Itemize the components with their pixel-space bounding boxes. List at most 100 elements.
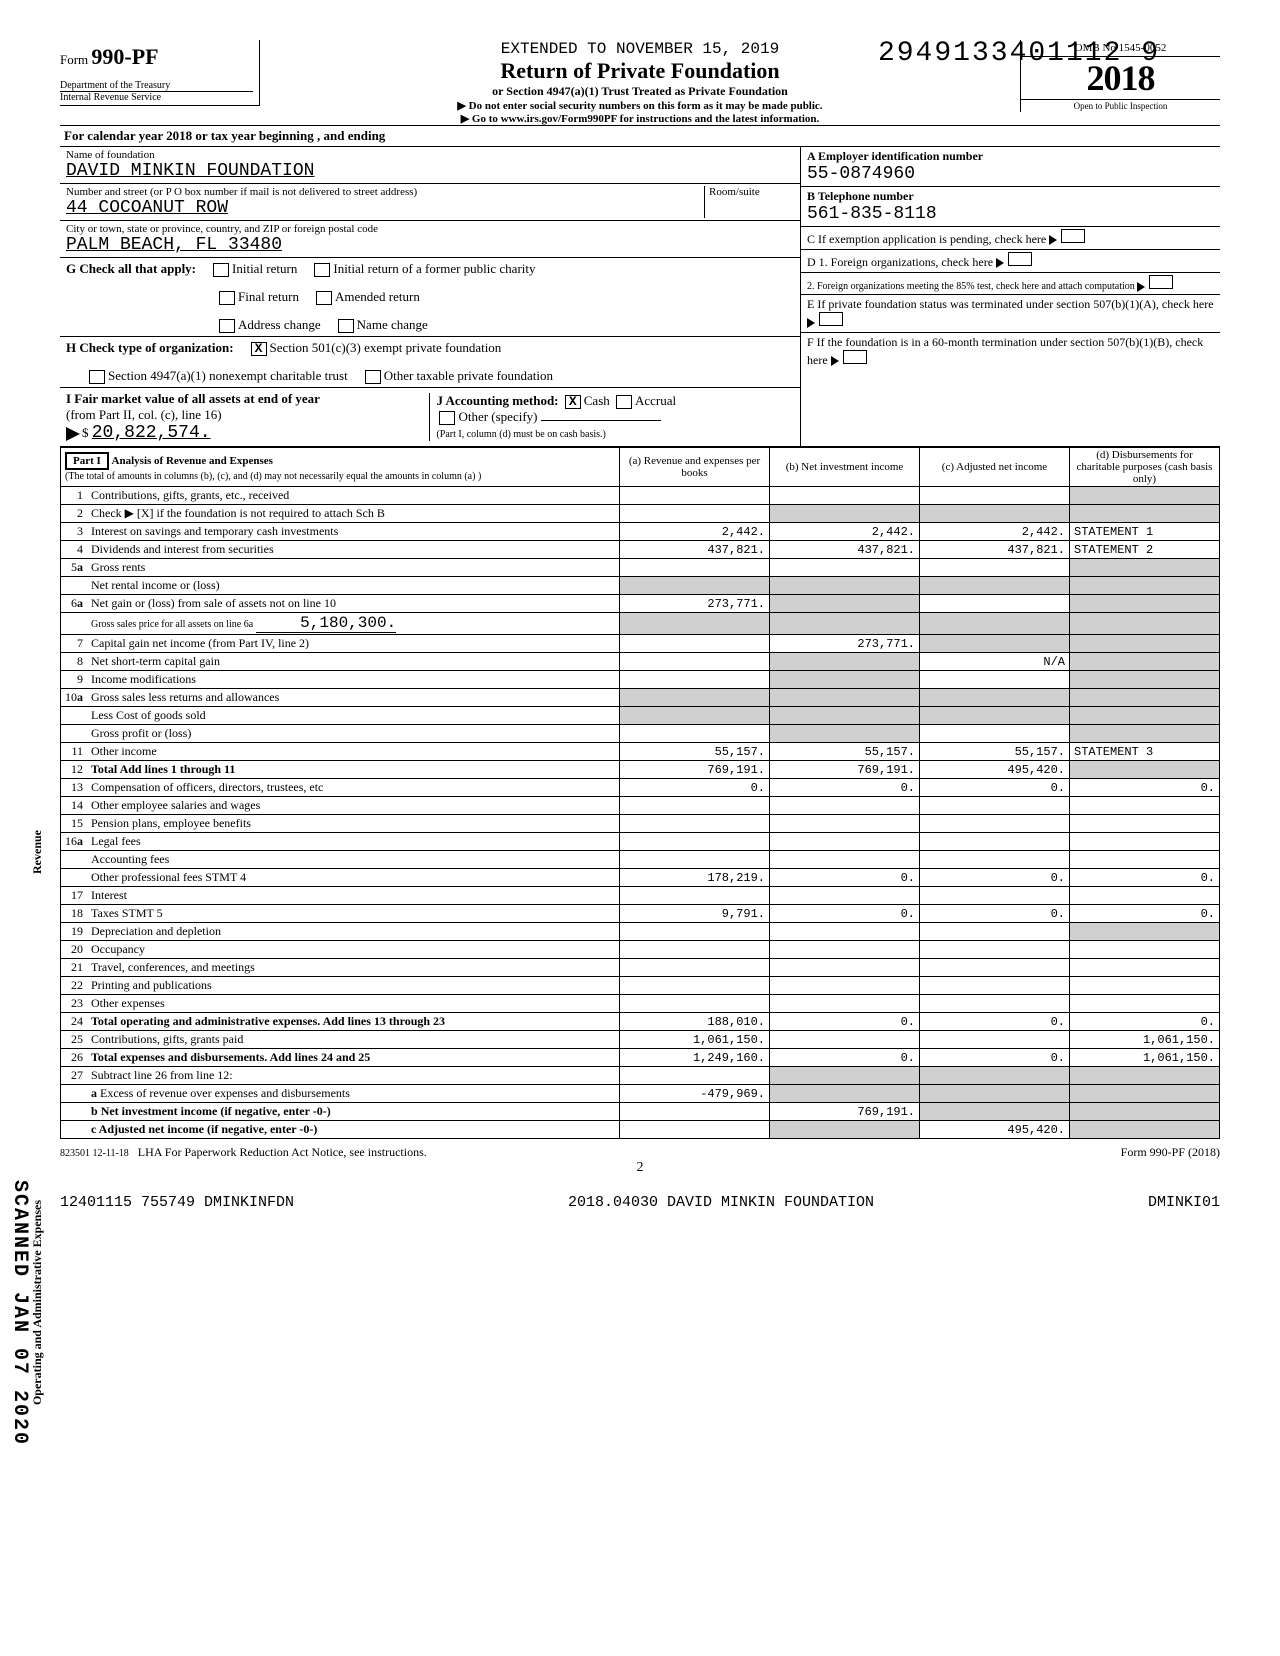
col-b-header: (b) Net investment income — [770, 448, 920, 487]
line-number — [61, 1085, 88, 1103]
col-c — [920, 1103, 1070, 1121]
bottom-right: DMINKI01 — [1148, 1194, 1220, 1211]
chk-other-tax[interactable] — [365, 370, 381, 384]
line-number: 5a — [61, 559, 88, 577]
col-a: 437,821. — [620, 541, 770, 559]
col-a: 273,771. — [620, 595, 770, 613]
table-row: 13 Compensation of officers, directors, … — [61, 779, 1220, 797]
line-desc: Contributions, gifts, grants, etc., rece… — [87, 487, 620, 505]
chk-accrual[interactable] — [616, 395, 632, 409]
col-b — [770, 1085, 920, 1103]
col-b — [770, 833, 920, 851]
col-c: 55,157. — [920, 743, 1070, 761]
chk-other-method[interactable] — [439, 411, 455, 425]
chk-cash[interactable]: X — [565, 395, 581, 409]
line-number: 6a — [61, 595, 88, 613]
col-b — [770, 487, 920, 505]
col-d — [1070, 761, 1220, 779]
col-d: STATEMENT 3 — [1070, 743, 1220, 761]
line-number: 24 — [61, 1013, 88, 1031]
col-c — [920, 559, 1070, 577]
part1-note: (The total of amounts in columns (b), (c… — [65, 471, 481, 482]
col-a — [620, 505, 770, 523]
table-row: 7 Capital gain net income (from Part IV,… — [61, 635, 1220, 653]
line-desc: b Net investment income (if negative, en… — [87, 1103, 620, 1121]
chk-address[interactable] — [219, 319, 235, 333]
chk-d1[interactable] — [1008, 252, 1032, 266]
col-a — [620, 1067, 770, 1085]
col-b: 2,442. — [770, 523, 920, 541]
section-g: G Check all that apply: Initial return I… — [60, 258, 800, 337]
chk-initial-former[interactable] — [314, 263, 330, 277]
opt-name: Name change — [357, 317, 428, 332]
col-d — [1070, 725, 1220, 743]
col-a — [620, 995, 770, 1013]
col-c: 437,821. — [920, 541, 1070, 559]
chk-name[interactable] — [338, 319, 354, 333]
col-a — [620, 487, 770, 505]
table-row: 10a Gross sales less returns and allowan… — [61, 689, 1220, 707]
line-number: 3 — [61, 523, 88, 541]
col-c: N/A — [920, 653, 1070, 671]
col-d — [1070, 995, 1220, 1013]
i-label: I Fair market value of all assets at end… — [66, 391, 320, 406]
col-a: 1,249,160. — [620, 1049, 770, 1067]
chk-c[interactable] — [1061, 229, 1085, 243]
col-b: 769,191. — [770, 1103, 920, 1121]
chk-501c3[interactable]: X — [251, 342, 267, 356]
line-number: 2 — [61, 505, 88, 523]
e-label: E If private foundation status was termi… — [807, 297, 1214, 311]
opt-accrual: Accrual — [635, 393, 676, 408]
col-c — [920, 635, 1070, 653]
col-a — [620, 725, 770, 743]
col-c — [920, 725, 1070, 743]
line-number: 12 — [61, 761, 88, 779]
col-d — [1070, 689, 1220, 707]
opt-initial: Initial return — [232, 261, 297, 276]
col-a — [620, 797, 770, 815]
line-number: 10a — [61, 689, 88, 707]
bottom-line: 12401115 755749 DMINKINFDN 2018.04030 DA… — [60, 1194, 1220, 1211]
col-c: 495,420. — [920, 761, 1070, 779]
c-label: C If exemption application is pending, c… — [807, 232, 1046, 246]
table-row: 22 Printing and publications — [61, 977, 1220, 995]
col-b — [770, 923, 920, 941]
col-b: 0. — [770, 1013, 920, 1031]
footer-lha: LHA For Paperwork Reduction Act Notice, … — [138, 1145, 427, 1159]
chk-f[interactable] — [843, 350, 867, 364]
page-footer: 823501 12-11-18 LHA For Paperwork Reduct… — [60, 1145, 1220, 1160]
line-desc: Gross sales less returns and allowances — [87, 689, 620, 707]
opt-initial-former: Initial return of a former public charit… — [333, 261, 535, 276]
part1-title: Analysis of Revenue and Expenses — [112, 455, 273, 467]
line-number: 13 — [61, 779, 88, 797]
chk-amended[interactable] — [316, 291, 332, 305]
arrow-icon — [66, 427, 80, 441]
col-d — [1070, 923, 1220, 941]
chk-4947[interactable] — [89, 370, 105, 384]
table-row: Less Cost of goods sold — [61, 707, 1220, 725]
chk-final[interactable] — [219, 291, 235, 305]
line-desc: Occupancy — [87, 941, 620, 959]
form-ref: Form 990-PF (2018) — [1121, 1145, 1220, 1160]
col-b — [770, 689, 920, 707]
col-d: 0. — [1070, 1013, 1220, 1031]
col-b — [770, 1121, 920, 1139]
street-address: 44 COCOANUT ROW — [66, 198, 704, 218]
col-a — [620, 689, 770, 707]
line-desc: Gross rents — [87, 559, 620, 577]
col-c — [920, 1067, 1070, 1085]
col-c — [920, 995, 1070, 1013]
line-number: 21 — [61, 959, 88, 977]
col-c — [920, 595, 1070, 613]
table-row: Other professional fees STMT 4 178,219. … — [61, 869, 1220, 887]
opt-cash: Cash — [584, 393, 610, 408]
table-row: 11 Other income 55,157. 55,157. 55,157. … — [61, 743, 1220, 761]
chk-initial[interactable] — [213, 263, 229, 277]
col-b — [770, 559, 920, 577]
chk-e[interactable] — [819, 312, 843, 326]
a-label: A Employer identification number — [807, 149, 1214, 164]
chk-d2[interactable] — [1149, 275, 1173, 289]
table-row: 2 Check ▶ [X] if the foundation is not r… — [61, 505, 1220, 523]
arrow-icon — [996, 258, 1004, 268]
table-row: Gross sales price for all assets on line… — [61, 613, 1220, 635]
